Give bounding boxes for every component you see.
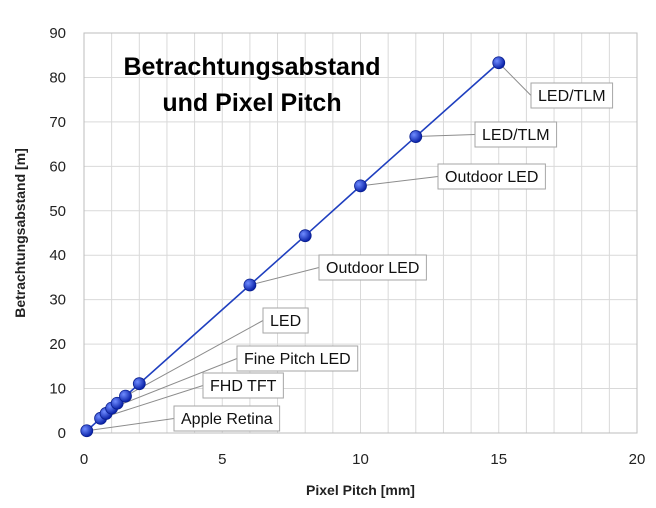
annotation-leader (415, 134, 476, 138)
chart-title-line-2: und Pixel Pitch (162, 89, 341, 117)
annotation-text: LED/TLM (538, 88, 606, 105)
x-tick-label: 15 (490, 451, 507, 468)
y-axis-label: Betrachtungsabstand [m] (12, 148, 28, 318)
y-tick-label: 50 (49, 203, 66, 220)
x-tick-label: 10 (352, 451, 369, 468)
annotation-label: LED/TLM (474, 121, 558, 148)
annotation-box (530, 82, 614, 109)
y-tick-label: 40 (49, 247, 66, 264)
x-tick-label: 0 (80, 451, 88, 468)
annotation-box (236, 345, 359, 372)
data-point (243, 278, 257, 292)
annotation-text: LED/TLM (482, 127, 550, 144)
annotations: Apple Retina FHD TFT Fine Pitch LED LED Outd… (173, 82, 614, 432)
annotation-leader (249, 267, 320, 286)
annotation-text: Fine Pitch LED (244, 351, 351, 368)
annotation-text: Outdoor LED (326, 260, 419, 277)
annotation-box (202, 372, 284, 399)
annotation-text: Apple Retina (181, 411, 273, 428)
annotation-box (173, 405, 281, 432)
annotation-label: LED (262, 307, 309, 334)
series (80, 56, 506, 438)
y-tick-label: 80 (49, 69, 66, 86)
annotation-leader (498, 62, 532, 96)
x-tick-label: 5 (218, 451, 226, 468)
data-point (492, 56, 506, 70)
annotation-text: LED (270, 313, 301, 330)
annotation-label: Fine Pitch LED (236, 345, 359, 372)
y-tick-label: 10 (49, 381, 66, 398)
annotation-text: FHD TFT (210, 378, 277, 395)
annotation-label: LED/TLM (530, 82, 614, 109)
data-point (298, 229, 312, 243)
annotation-box (262, 307, 309, 334)
annotation-text: Outdoor LED (445, 169, 538, 186)
annotation-label: Outdoor LED (318, 254, 427, 281)
annotation-box (437, 163, 546, 190)
data-point (354, 179, 367, 193)
x-axis-label: Pixel Pitch [mm] (306, 482, 415, 498)
annotation-box (474, 121, 558, 148)
annotation-leader (111, 358, 238, 409)
annotation-leader (86, 418, 175, 432)
series-line (86, 62, 500, 432)
annotation-label: Outdoor LED (437, 163, 546, 190)
data-point (119, 389, 132, 403)
chart-title-line-1: Betrachtungsabstand (124, 53, 381, 81)
data-point (409, 130, 423, 143)
annotation-box (318, 254, 427, 281)
annotation-label: Apple Retina (173, 405, 281, 432)
y-tick-label: 0 (58, 425, 66, 442)
y-tick-label: 30 (49, 292, 66, 309)
y-tick-label: 60 (49, 158, 66, 175)
data-point (132, 377, 146, 391)
annotation-leader (100, 385, 204, 419)
plot-border (83, 32, 638, 434)
annotation-leader (125, 320, 264, 397)
data-point (110, 396, 124, 410)
annotation-label: FHD TFT (202, 372, 284, 399)
annotation-leader (360, 176, 439, 187)
tick-labels: 0 5 10 15 20 0 10 20 30 40 50 60 70 80 90 (49, 25, 645, 468)
annotation-leaders (86, 62, 532, 432)
y-tick-label: 70 (49, 114, 66, 131)
y-tick-label: 90 (49, 25, 66, 42)
y-tick-label: 20 (49, 336, 66, 353)
data-point (80, 424, 94, 438)
x-tick-label: 20 (629, 451, 646, 468)
